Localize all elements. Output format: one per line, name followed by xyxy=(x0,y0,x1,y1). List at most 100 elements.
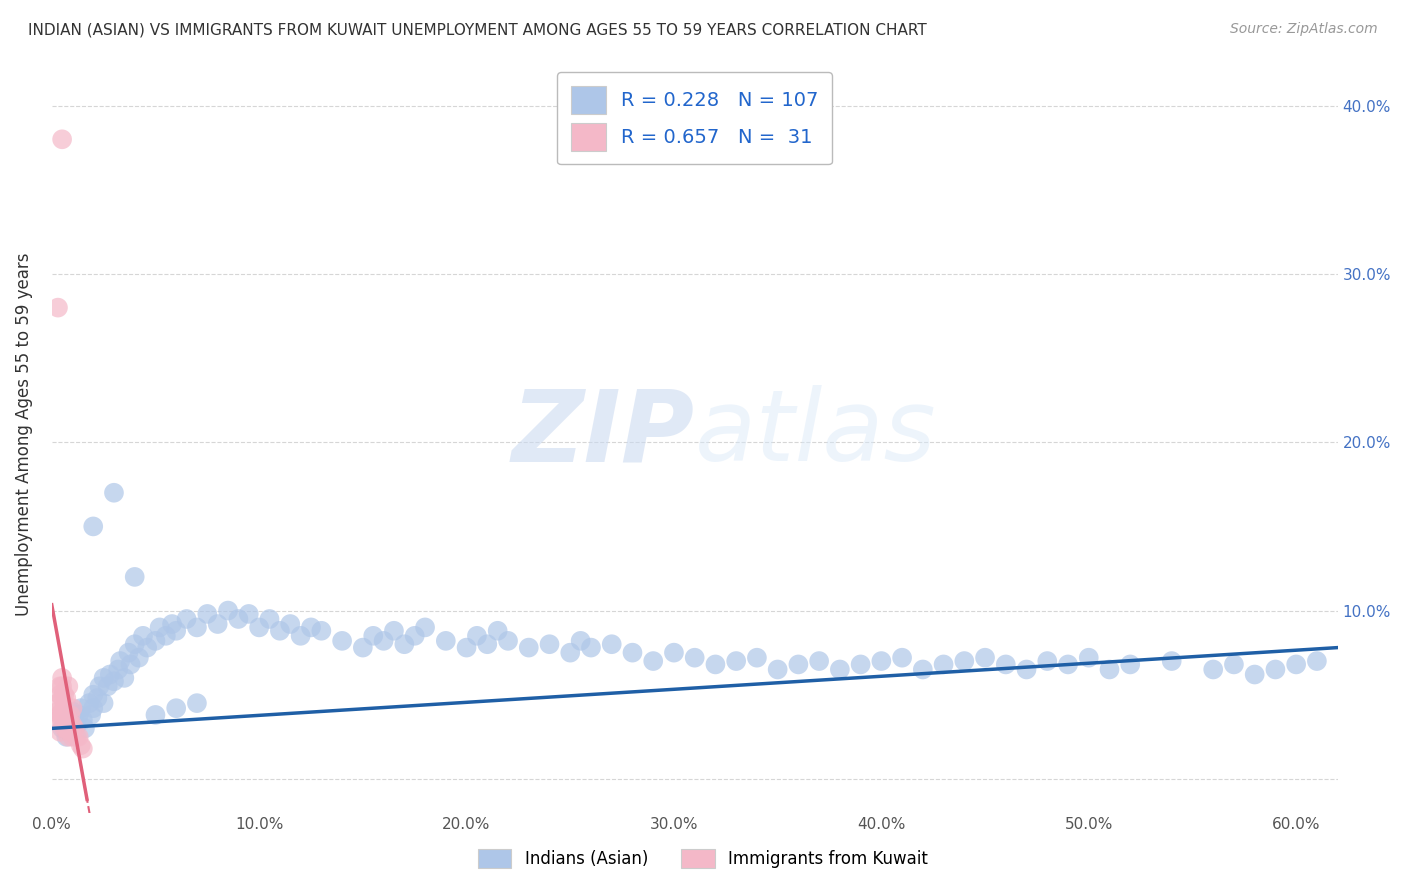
Point xyxy=(808,654,831,668)
Point xyxy=(103,674,125,689)
Point xyxy=(974,650,997,665)
Point xyxy=(67,730,90,744)
Point xyxy=(683,650,706,665)
Point xyxy=(186,620,208,634)
Point xyxy=(82,701,104,715)
Point xyxy=(165,624,187,638)
Point xyxy=(911,663,934,677)
Point xyxy=(477,637,499,651)
Point xyxy=(186,696,208,710)
Point xyxy=(579,640,602,655)
Point xyxy=(112,671,135,685)
Point xyxy=(72,741,94,756)
Point xyxy=(145,707,167,722)
Point xyxy=(93,696,115,710)
Point xyxy=(1057,657,1080,672)
Point xyxy=(67,707,90,722)
Point xyxy=(404,629,426,643)
Y-axis label: Unemployment Among Ages 55 to 59 years: Unemployment Among Ages 55 to 59 years xyxy=(15,252,32,615)
Point xyxy=(600,637,623,651)
Point xyxy=(53,688,76,702)
Point xyxy=(58,713,80,727)
Point xyxy=(247,620,270,634)
Point xyxy=(165,701,187,715)
Point xyxy=(73,722,96,736)
Point xyxy=(82,519,104,533)
Point xyxy=(1015,663,1038,677)
Point xyxy=(238,607,260,621)
Point xyxy=(124,570,146,584)
Point xyxy=(46,705,69,719)
Point xyxy=(46,696,69,710)
Point xyxy=(51,705,73,719)
Point xyxy=(725,654,748,668)
Point xyxy=(517,640,540,655)
Point xyxy=(49,679,72,693)
Text: Source: ZipAtlas.com: Source: ZipAtlas.com xyxy=(1230,22,1378,37)
Point xyxy=(1098,663,1121,677)
Point xyxy=(745,650,768,665)
Point xyxy=(66,730,89,744)
Point xyxy=(55,722,77,736)
Point xyxy=(1264,663,1286,677)
Point xyxy=(259,612,281,626)
Point xyxy=(51,132,73,146)
Point xyxy=(496,633,519,648)
Point xyxy=(361,629,384,643)
Point xyxy=(103,485,125,500)
Point xyxy=(128,650,150,665)
Point xyxy=(311,624,333,638)
Point xyxy=(53,705,76,719)
Point xyxy=(352,640,374,655)
Point xyxy=(124,637,146,651)
Point xyxy=(49,707,72,722)
Point xyxy=(870,654,893,668)
Point xyxy=(465,629,488,643)
Point xyxy=(59,707,82,722)
Point xyxy=(621,646,644,660)
Point xyxy=(330,633,353,648)
Point xyxy=(176,612,198,626)
Legend: R = 0.228   N = 107, R = 0.657   N =  31: R = 0.228 N = 107, R = 0.657 N = 31 xyxy=(557,72,832,164)
Point xyxy=(69,701,91,715)
Point xyxy=(49,688,72,702)
Point xyxy=(1160,654,1182,668)
Point xyxy=(63,722,86,736)
Point xyxy=(120,657,142,672)
Point xyxy=(932,657,955,672)
Point xyxy=(569,633,592,648)
Point xyxy=(46,713,69,727)
Point xyxy=(66,718,89,732)
Point xyxy=(278,617,301,632)
Point xyxy=(89,679,111,693)
Point xyxy=(1223,657,1246,672)
Point xyxy=(62,730,84,744)
Text: atlas: atlas xyxy=(695,385,936,483)
Point xyxy=(108,654,131,668)
Point xyxy=(55,691,77,706)
Point xyxy=(486,624,509,638)
Point xyxy=(290,629,312,643)
Point xyxy=(51,679,73,693)
Point xyxy=(59,724,82,739)
Point xyxy=(58,713,80,727)
Text: ZIP: ZIP xyxy=(512,385,695,483)
Point xyxy=(49,724,72,739)
Point xyxy=(86,691,108,706)
Point xyxy=(62,705,84,719)
Point xyxy=(1285,657,1308,672)
Point xyxy=(51,713,73,727)
Point xyxy=(1036,654,1059,668)
Point xyxy=(994,657,1017,672)
Point xyxy=(538,637,561,651)
Point xyxy=(69,738,91,752)
Text: INDIAN (ASIAN) VS IMMIGRANTS FROM KUWAIT UNEMPLOYMENT AMONG AGES 55 TO 59 YEARS : INDIAN (ASIAN) VS IMMIGRANTS FROM KUWAIT… xyxy=(28,22,927,37)
Point xyxy=(72,713,94,727)
Point xyxy=(560,646,582,660)
Point xyxy=(51,691,73,706)
Point xyxy=(1077,650,1099,665)
Point xyxy=(434,633,457,648)
Point xyxy=(82,688,104,702)
Point xyxy=(766,663,789,677)
Point xyxy=(46,301,69,315)
